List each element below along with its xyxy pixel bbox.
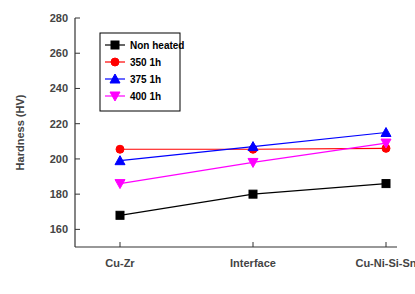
data-point <box>249 190 257 198</box>
y-tick-label: 280 <box>50 12 68 24</box>
legend-label: 375 1h <box>130 74 161 85</box>
series-line <box>120 143 386 184</box>
y-tick <box>75 53 80 54</box>
series-line <box>120 133 386 161</box>
data-point <box>248 158 258 167</box>
data-point <box>382 180 390 188</box>
x-tick-label: Interface <box>230 257 276 269</box>
x-tick-label: Cu-Zr <box>105 257 135 269</box>
y-axis-label: Hardness (HV) <box>14 94 26 170</box>
y-axis <box>74 18 75 247</box>
legend-marker <box>110 74 120 83</box>
y-tick-label: 240 <box>50 82 68 94</box>
y-tick <box>75 88 80 89</box>
y-tick <box>75 194 80 195</box>
x-tick <box>120 242 121 247</box>
legend-marker <box>110 92 120 101</box>
legend-label: 350 1h <box>130 57 161 68</box>
chart: 160 180 200 220 240 260 280 Cu-Zr Interface Cu-Ni… <box>0 0 415 294</box>
y-tick-label: 180 <box>50 188 68 200</box>
data-point <box>115 156 125 165</box>
x-tick <box>386 242 387 247</box>
legend-label: 400 1h <box>130 91 161 102</box>
y-tick <box>75 123 80 124</box>
y-tick-label: 160 <box>50 223 68 235</box>
data-point <box>116 145 124 153</box>
plot-area <box>115 128 391 220</box>
legend-marker <box>111 41 119 49</box>
y-tick-label: 220 <box>50 118 68 130</box>
y-tick <box>75 18 80 19</box>
y-tick-label: 260 <box>50 47 68 59</box>
data-point <box>381 128 391 137</box>
data-point <box>381 139 391 148</box>
data-point <box>248 142 258 151</box>
legend-marker <box>111 58 119 66</box>
data-point <box>115 180 125 189</box>
x-axis <box>75 246 397 247</box>
data-point <box>116 211 124 219</box>
legend: Non heated 350 1h 375 1h 400 1h <box>100 33 184 111</box>
y-tick-label: 200 <box>50 153 68 165</box>
y-tick <box>75 229 80 230</box>
x-tick <box>253 242 254 247</box>
series-line <box>120 184 386 216</box>
x-tick-label: Cu-Ni-Si-Sn <box>355 257 415 269</box>
y-tick <box>75 158 80 159</box>
legend-label: Non heated <box>130 40 184 51</box>
